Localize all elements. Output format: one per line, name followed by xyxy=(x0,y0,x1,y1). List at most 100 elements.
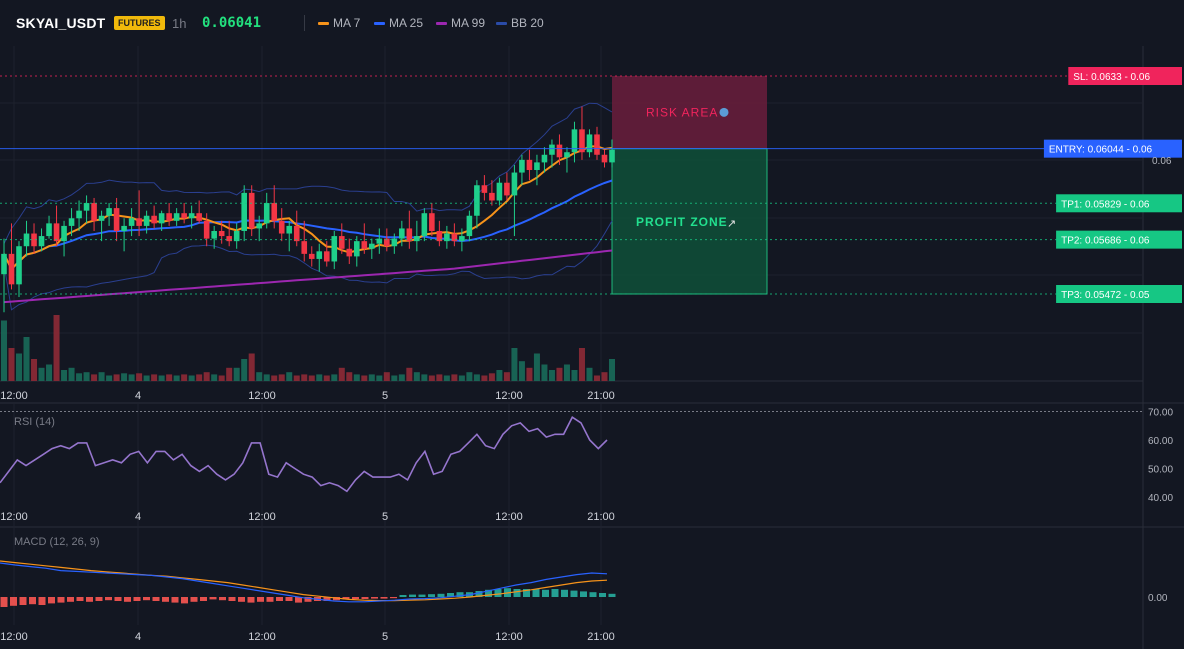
candle-body xyxy=(361,241,368,249)
candle-body xyxy=(203,220,210,239)
candle-body xyxy=(278,220,285,234)
macd-histogram-bar xyxy=(124,597,131,602)
candle-body xyxy=(181,213,187,219)
macd-histogram-bar xyxy=(608,593,616,597)
macd-histogram-bar xyxy=(390,597,397,599)
time-tick-label: 5 xyxy=(382,390,388,402)
macd-histogram-bar xyxy=(475,591,483,597)
candle-body xyxy=(16,246,22,285)
shield-icon xyxy=(719,107,729,117)
volume-bar xyxy=(466,372,473,381)
volume-bar xyxy=(8,348,15,381)
level-tag xyxy=(1043,139,1182,158)
macd-histogram-bar xyxy=(599,593,606,597)
time-tick-label: 12:00 xyxy=(495,511,523,523)
time-tick-label: 21:00 xyxy=(587,511,615,523)
rocket-icon: ↗ xyxy=(727,218,736,230)
volume-bar xyxy=(136,373,143,381)
macd-histogram-bar xyxy=(266,597,274,602)
level-tag xyxy=(1068,67,1182,85)
level-tag-text: TP3: 0.05472 - 0.05 xyxy=(1061,290,1150,301)
macd-histogram-bar xyxy=(304,597,312,602)
macd-histogram-bar xyxy=(589,592,597,597)
macd-histogram-bar xyxy=(181,597,188,604)
candle-body xyxy=(91,203,97,221)
candle-body xyxy=(256,223,263,229)
volume-bar xyxy=(293,375,300,381)
legend-ma99[interactable]: MA 99 xyxy=(436,16,485,30)
volume-bar xyxy=(98,372,105,381)
rsi-axis-label: 60.00 xyxy=(1148,436,1173,447)
level-tag-text: TP1: 0.05829 - 0.06 xyxy=(1061,199,1150,210)
time-tick-label: 4 xyxy=(135,390,141,402)
candlesticks[interactable] xyxy=(1,106,615,313)
candle-body xyxy=(121,225,127,231)
candle-body xyxy=(233,230,240,242)
level-tag xyxy=(1056,285,1182,303)
volume-bar xyxy=(361,375,368,381)
legend-bb20[interactable]: BB 20 xyxy=(496,16,544,30)
volume-bar xyxy=(233,367,240,381)
legend-ma25[interactable]: MA 25 xyxy=(374,16,423,30)
candle-body xyxy=(188,213,195,219)
macd-histogram-bar xyxy=(361,597,369,599)
macd-histogram-bar xyxy=(228,597,236,601)
ma99-swatch xyxy=(436,21,447,25)
legend-label: BB 20 xyxy=(511,16,544,30)
candle-body xyxy=(53,223,60,242)
macd-pane: MACD (12, 26, 9) 0.00 xyxy=(0,536,1168,607)
macd-histogram-bar xyxy=(447,593,454,597)
candle-body xyxy=(541,154,548,163)
volume-bar xyxy=(143,375,150,381)
candle-body xyxy=(489,192,495,201)
macd-histogram-bar xyxy=(200,597,207,601)
macd-histogram-bar xyxy=(409,594,416,597)
volume-bar xyxy=(316,374,323,381)
macd-histogram-bar xyxy=(152,597,160,601)
risk-area-label: RISK AREA xyxy=(646,105,718,119)
candle-body xyxy=(414,236,420,242)
candle-body xyxy=(534,162,540,171)
timeframe-label[interactable]: 1h xyxy=(172,16,187,31)
volume-bar xyxy=(398,374,405,381)
volume-bar xyxy=(503,372,510,381)
candle-body xyxy=(421,213,428,237)
macd-histogram-bar xyxy=(10,597,17,606)
macd-histogram-bar xyxy=(295,597,302,603)
candle-body xyxy=(459,236,465,242)
macd-histogram-bar xyxy=(542,589,549,597)
legend-ma7[interactable]: MA 7 xyxy=(318,16,360,30)
volume-bar xyxy=(331,374,338,381)
candle-body xyxy=(556,144,563,158)
volume-bar xyxy=(68,367,75,381)
volume-bar xyxy=(203,372,210,381)
candle-body xyxy=(466,215,473,237)
volume-bar xyxy=(23,337,30,381)
candle-body xyxy=(46,223,52,237)
ma99-line xyxy=(3,249,613,304)
candle-body xyxy=(579,129,585,153)
time-tick-label: 12:00 xyxy=(248,511,276,523)
bb-upper xyxy=(3,102,613,244)
candle-body xyxy=(31,233,37,247)
volume-bar xyxy=(173,375,180,381)
volume-bar xyxy=(428,375,435,381)
macd-histogram-bar xyxy=(19,597,27,605)
ma25-line xyxy=(3,179,613,271)
volume-bar xyxy=(158,375,165,381)
candle-body xyxy=(271,203,278,221)
volume-bar xyxy=(308,375,315,381)
candle-body xyxy=(609,149,615,163)
symbol-name[interactable]: SKYAI_USDT xyxy=(16,15,106,31)
ma7-swatch xyxy=(318,21,329,25)
candle-body xyxy=(444,233,450,242)
volume-bar xyxy=(226,367,233,381)
candle-body xyxy=(338,236,345,249)
profit-zone xyxy=(611,148,768,295)
legend-label: MA 99 xyxy=(451,16,486,30)
macd-histogram-bar xyxy=(494,589,502,597)
macd-histogram-bar xyxy=(209,597,217,600)
volume-bar xyxy=(368,374,375,381)
rsi-title: RSI (14) xyxy=(14,416,55,428)
